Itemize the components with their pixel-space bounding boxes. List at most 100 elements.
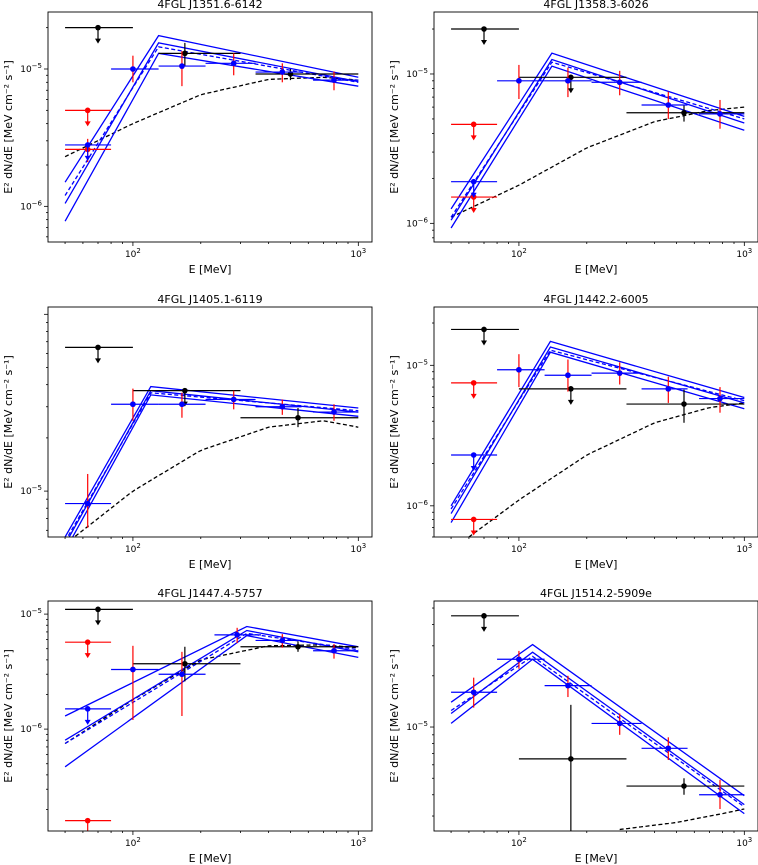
x-tick-label: 103 bbox=[736, 247, 752, 260]
blue-point bbox=[699, 111, 745, 117]
x-axis-label: E [MeV] bbox=[189, 852, 232, 865]
x-axis-label: E [MeV] bbox=[189, 263, 232, 276]
black-point bbox=[518, 74, 627, 94]
x-axis-label: E [MeV] bbox=[189, 558, 232, 571]
x-axis-label: E [MeV] bbox=[575, 852, 618, 865]
axes-frame bbox=[433, 600, 758, 832]
upper-limit-arrow bbox=[84, 121, 91, 127]
data-marker bbox=[179, 401, 185, 408]
blue-point bbox=[255, 69, 302, 75]
data-marker bbox=[568, 756, 574, 762]
blue-point bbox=[591, 720, 642, 727]
data-marker bbox=[295, 414, 301, 421]
model-curve bbox=[468, 402, 745, 537]
data-marker bbox=[470, 380, 477, 386]
data-marker bbox=[84, 639, 91, 645]
x-tick-label: 103 bbox=[736, 542, 752, 555]
x-tick-label: 103 bbox=[736, 836, 752, 849]
panel-2: 4FGL J1358.3-6026 E [MeV] E² dN/dE [MeV cm… bbox=[388, 0, 758, 276]
x-axis-label: E [MeV] bbox=[575, 558, 618, 571]
fit-upper-bound bbox=[64, 385, 359, 537]
data-marker bbox=[95, 24, 101, 31]
blue-point bbox=[591, 370, 642, 376]
data-marker bbox=[182, 50, 188, 57]
y-axis-label: E² dN/dE [MeV cm⁻² s⁻¹] bbox=[2, 649, 15, 783]
upper-limit-arrow bbox=[470, 530, 477, 536]
data-marker bbox=[279, 403, 286, 410]
data-marker bbox=[84, 500, 91, 507]
x-tick-label: 102 bbox=[511, 836, 527, 849]
data-marker bbox=[516, 366, 522, 373]
red-point bbox=[451, 516, 498, 536]
fit-dashed bbox=[450, 655, 745, 808]
y-tick-label: 10−6 bbox=[20, 722, 42, 735]
data-marker bbox=[230, 60, 237, 67]
data-marker bbox=[179, 671, 185, 678]
blue-point bbox=[255, 637, 302, 644]
data-marker bbox=[717, 791, 723, 798]
axes-frame bbox=[47, 600, 373, 832]
y-axis-label: E² dN/dE [MeV cm⁻² s⁻¹] bbox=[388, 355, 401, 489]
upper-limit-arrow bbox=[84, 719, 91, 725]
blue-point bbox=[313, 77, 359, 83]
axes-frame bbox=[433, 306, 758, 538]
data-marker bbox=[616, 79, 623, 86]
data-marker bbox=[665, 102, 672, 108]
upper-limit-arrow bbox=[567, 399, 574, 405]
black-point bbox=[65, 24, 133, 44]
blue-point bbox=[65, 142, 112, 161]
fit-best bbox=[68, 390, 359, 537]
panel-title: 4FGL J1358.3-6026 bbox=[543, 0, 648, 11]
blue-point bbox=[214, 632, 261, 638]
x-tick-label: 102 bbox=[511, 542, 527, 555]
data-marker bbox=[665, 386, 672, 392]
panel-5: 4FGL J1447.4-5757 E [MeV] E² dN/dE [MeV cm… bbox=[2, 587, 373, 865]
blue-point bbox=[158, 671, 206, 678]
blue-point bbox=[158, 63, 206, 69]
data-marker bbox=[717, 111, 723, 117]
panel-title: 4FGL J1447.4-5757 bbox=[157, 587, 262, 600]
data-marker bbox=[179, 63, 185, 69]
fit-upper-bound bbox=[450, 52, 745, 210]
data-marker bbox=[95, 344, 101, 351]
black-point bbox=[65, 606, 133, 626]
upper-limit-arrow bbox=[95, 38, 102, 44]
data-marker bbox=[331, 409, 337, 415]
fit-lower-bound bbox=[64, 634, 359, 768]
black-point bbox=[451, 613, 519, 632]
upper-limit-arrow bbox=[470, 208, 477, 214]
plot-area bbox=[64, 24, 359, 222]
blue-point bbox=[255, 403, 302, 410]
data-marker bbox=[470, 452, 477, 458]
plot-area bbox=[450, 326, 745, 537]
axes-frame bbox=[433, 11, 758, 243]
upper-limit-arrow bbox=[95, 358, 102, 364]
blue-point bbox=[111, 666, 159, 673]
upper-limit-arrow bbox=[95, 620, 102, 626]
panel-1: 4FGL J1351.6-6142 E [MeV] E² dN/dE [MeV cm… bbox=[2, 0, 373, 276]
red-point bbox=[65, 639, 112, 659]
x-axis-label: E [MeV] bbox=[575, 263, 618, 276]
data-marker bbox=[470, 689, 477, 696]
blue-point bbox=[699, 395, 745, 402]
black-point bbox=[626, 778, 745, 795]
panel-title: 4FGL J1405.1-6119 bbox=[157, 293, 262, 306]
data-marker bbox=[516, 656, 522, 663]
y-tick-label: 10−6 bbox=[406, 216, 428, 229]
blue-point bbox=[641, 386, 688, 392]
axes-frame bbox=[47, 306, 373, 538]
black-point bbox=[158, 42, 241, 67]
blue-point bbox=[497, 366, 545, 373]
blue-point bbox=[641, 745, 688, 752]
blue-point bbox=[544, 372, 592, 379]
fit-lower-bound bbox=[71, 394, 359, 537]
black-point bbox=[240, 408, 359, 428]
x-tick-label: 102 bbox=[125, 542, 141, 555]
data-marker bbox=[130, 401, 136, 408]
blue-point bbox=[111, 401, 159, 408]
y-tick-label: 10−5 bbox=[20, 484, 42, 497]
fit-upper-bound bbox=[450, 340, 745, 507]
panel-title: 4FGL J1442.2-6005 bbox=[543, 293, 648, 306]
data-marker bbox=[84, 817, 91, 824]
